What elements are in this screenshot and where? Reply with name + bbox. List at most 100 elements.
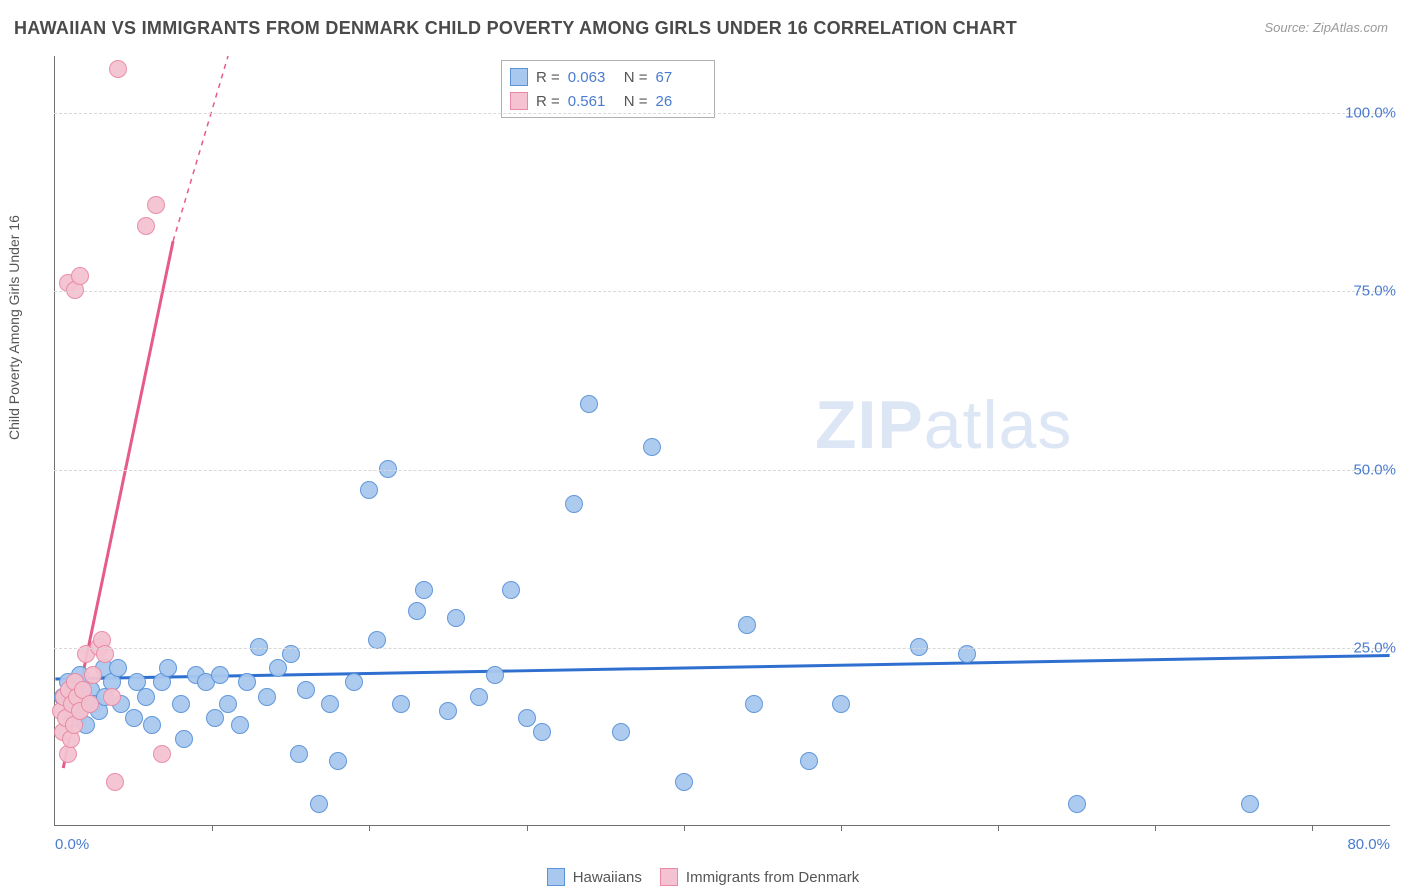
data-point <box>360 481 378 499</box>
legend-swatch <box>510 92 528 110</box>
series-legend: Hawaiians Immigrants from Denmark <box>0 868 1406 886</box>
data-point <box>447 609 465 627</box>
x-tick-mark <box>369 825 370 831</box>
x-tick-mark <box>684 825 685 831</box>
legend-label: Hawaiians <box>573 869 642 886</box>
data-point <box>172 695 190 713</box>
legend-swatch <box>660 868 678 886</box>
data-point <box>612 723 630 741</box>
data-point <box>109 60 127 78</box>
stats-r-value: 0.561 <box>568 93 616 110</box>
data-point <box>71 267 89 285</box>
data-point <box>109 659 127 677</box>
trend-line <box>55 656 1389 679</box>
stats-n-value: 26 <box>656 93 704 110</box>
data-point <box>470 688 488 706</box>
data-point <box>84 666 102 684</box>
data-point <box>580 395 598 413</box>
trend-lines-layer <box>55 56 1390 825</box>
data-point <box>392 695 410 713</box>
data-point <box>368 631 386 649</box>
data-point <box>1068 795 1086 813</box>
y-tick-label: 25.0% <box>1353 639 1396 656</box>
x-tick-mark <box>527 825 528 831</box>
data-point <box>502 581 520 599</box>
data-point <box>175 730 193 748</box>
x-tick-mark <box>1155 825 1156 831</box>
data-point <box>231 716 249 734</box>
legend-item: Hawaiians <box>547 868 642 886</box>
y-tick-label: 100.0% <box>1345 105 1396 122</box>
trend-line-extrapolated <box>173 56 228 241</box>
data-point <box>147 196 165 214</box>
data-point <box>238 673 256 691</box>
data-point <box>206 709 224 727</box>
data-point <box>258 688 276 706</box>
x-tick-mark <box>212 825 213 831</box>
stats-r-label: R = <box>536 93 560 110</box>
data-point <box>103 688 121 706</box>
data-point <box>675 773 693 791</box>
plot-area: ZIPatlas 0.0%80.0% <box>54 56 1390 826</box>
stats-legend-row: R = 0.063 N = 67 <box>510 65 704 89</box>
data-point <box>486 666 504 684</box>
data-point <box>106 773 124 791</box>
x-tick-label: 0.0% <box>55 836 89 853</box>
data-point <box>329 752 347 770</box>
data-point <box>745 695 763 713</box>
watermark-atlas: atlas <box>924 387 1073 463</box>
data-point <box>518 709 536 727</box>
x-tick-label: 80.0% <box>1347 836 1390 853</box>
source-attribution: Source: ZipAtlas.com <box>1264 20 1388 35</box>
data-point <box>159 659 177 677</box>
data-point <box>153 745 171 763</box>
y-tick-label: 75.0% <box>1353 283 1396 300</box>
gridline <box>54 648 1390 649</box>
data-point <box>832 695 850 713</box>
data-point <box>321 695 339 713</box>
data-point <box>533 723 551 741</box>
stats-n-label: N = <box>624 69 648 86</box>
data-point <box>81 695 99 713</box>
data-point <box>800 752 818 770</box>
stats-r-value: 0.063 <box>568 69 616 86</box>
data-point <box>439 702 457 720</box>
gridline <box>54 470 1390 471</box>
data-point <box>125 709 143 727</box>
x-tick-mark <box>841 825 842 831</box>
data-point <box>290 745 308 763</box>
data-point <box>643 438 661 456</box>
stats-r-label: R = <box>536 69 560 86</box>
data-point <box>143 716 161 734</box>
data-point <box>137 217 155 235</box>
data-point <box>269 659 287 677</box>
gridline <box>54 113 1390 114</box>
stats-n-label: N = <box>624 93 648 110</box>
x-tick-mark <box>1312 825 1313 831</box>
stats-legend: R = 0.063 N = 67 R = 0.561 N = 26 <box>501 60 715 118</box>
data-point <box>738 616 756 634</box>
data-point <box>1241 795 1259 813</box>
x-tick-mark <box>998 825 999 831</box>
data-point <box>415 581 433 599</box>
y-axis-label: Child Poverty Among Girls Under 16 <box>6 215 22 440</box>
legend-swatch <box>510 68 528 86</box>
legend-item: Immigrants from Denmark <box>660 868 859 886</box>
stats-n-value: 67 <box>656 69 704 86</box>
data-point <box>219 695 237 713</box>
data-point <box>345 673 363 691</box>
data-point <box>137 688 155 706</box>
gridline <box>54 291 1390 292</box>
data-point <box>211 666 229 684</box>
legend-label: Immigrants from Denmark <box>686 869 859 886</box>
watermark: ZIPatlas <box>815 386 1072 464</box>
data-point <box>297 681 315 699</box>
y-tick-label: 50.0% <box>1353 461 1396 478</box>
chart-title: HAWAIIAN VS IMMIGRANTS FROM DENMARK CHIL… <box>14 18 1017 39</box>
data-point <box>408 602 426 620</box>
stats-legend-row: R = 0.561 N = 26 <box>510 89 704 113</box>
watermark-zip: ZIP <box>815 387 924 463</box>
legend-swatch <box>547 868 565 886</box>
data-point <box>310 795 328 813</box>
data-point <box>565 495 583 513</box>
